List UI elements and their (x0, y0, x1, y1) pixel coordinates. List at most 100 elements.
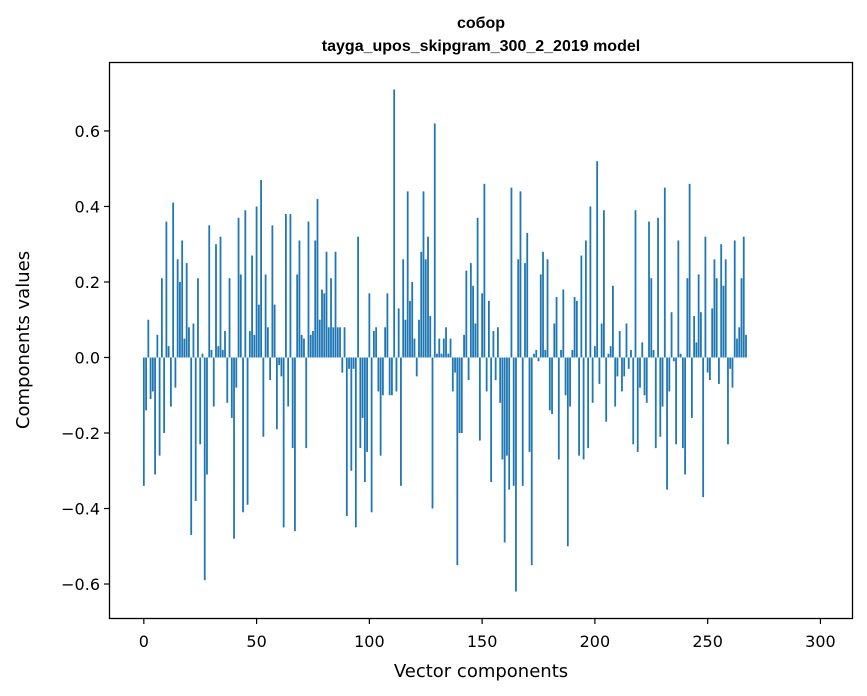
bar (257, 304, 260, 358)
bar (449, 338, 452, 358)
bar (294, 357, 296, 532)
bar (442, 338, 445, 358)
bar (492, 331, 495, 358)
bar (693, 315, 696, 358)
bar (345, 357, 348, 517)
x-tick-label: 0 (139, 632, 149, 651)
bar (307, 221, 310, 358)
y-tick-label: 0.0 (75, 348, 100, 367)
bar (393, 89, 396, 358)
bar (722, 285, 725, 358)
bar (515, 357, 517, 592)
bar (537, 357, 540, 362)
x-tick-label: 100 (354, 632, 385, 651)
bar (706, 357, 709, 373)
bar (517, 259, 520, 358)
bar (503, 357, 506, 543)
bar (160, 278, 163, 358)
bar (684, 357, 686, 475)
bar (377, 357, 380, 392)
bar (465, 270, 468, 358)
bar (366, 357, 368, 452)
bar (217, 346, 220, 358)
chart-subtitle: tayga_upos_skipgram_300_2_2019 model (322, 38, 640, 55)
bar (643, 357, 646, 396)
bar (163, 357, 166, 433)
bar (142, 357, 145, 486)
bar (350, 357, 353, 471)
chart-title: собор (457, 15, 505, 32)
bar (645, 357, 648, 403)
bar (253, 334, 256, 358)
bar (670, 312, 673, 358)
bar (625, 323, 628, 358)
x-tick-label: 150 (467, 632, 498, 651)
bar (296, 274, 299, 358)
bar (298, 240, 301, 358)
y-tick-label: −0.4 (61, 500, 100, 519)
bar (413, 338, 416, 358)
bar (463, 334, 465, 358)
bar (548, 357, 551, 411)
bar (521, 357, 524, 486)
bar (174, 357, 177, 388)
bar (361, 357, 364, 418)
bar (627, 357, 630, 369)
bar (555, 297, 558, 358)
bar (481, 293, 484, 358)
bar (648, 221, 650, 358)
bar (404, 319, 407, 358)
bar (438, 338, 441, 358)
bar (686, 278, 689, 358)
bar (738, 327, 741, 358)
bar (546, 259, 549, 358)
x-tick-label: 50 (246, 632, 266, 651)
y-tick-label: 0.6 (75, 122, 100, 141)
bar (616, 357, 619, 377)
bar (497, 327, 499, 358)
bar (255, 206, 258, 358)
bar (368, 293, 371, 358)
bar (208, 225, 211, 358)
bar (699, 312, 702, 358)
bar (282, 357, 285, 528)
bar (519, 191, 522, 358)
bar (742, 236, 745, 358)
bar (542, 251, 544, 358)
bar (659, 357, 662, 437)
bar (499, 357, 502, 403)
bar (634, 210, 637, 358)
plot-frame (108, 61, 854, 620)
bar (271, 225, 274, 358)
bar (325, 251, 328, 358)
bar (303, 338, 305, 358)
bar (391, 357, 393, 396)
bar (709, 357, 711, 381)
bar (248, 331, 251, 358)
bar (675, 357, 677, 445)
bar (544, 349, 547, 358)
bar (230, 357, 233, 418)
bar (185, 263, 188, 358)
bar (533, 353, 535, 358)
bar (672, 357, 675, 362)
bar (348, 357, 350, 369)
bar (309, 334, 312, 358)
bar (614, 357, 617, 407)
bar (727, 357, 729, 445)
bar (357, 236, 359, 358)
bar (206, 357, 208, 475)
bar (147, 319, 150, 358)
bar (215, 244, 217, 358)
bar (688, 183, 691, 358)
bar (318, 319, 321, 358)
bar (372, 331, 375, 358)
bar (654, 357, 657, 449)
bar (199, 357, 202, 445)
bar (539, 274, 542, 358)
bar (219, 236, 222, 358)
bar (431, 357, 434, 509)
bar (210, 349, 213, 358)
bar (436, 353, 438, 358)
